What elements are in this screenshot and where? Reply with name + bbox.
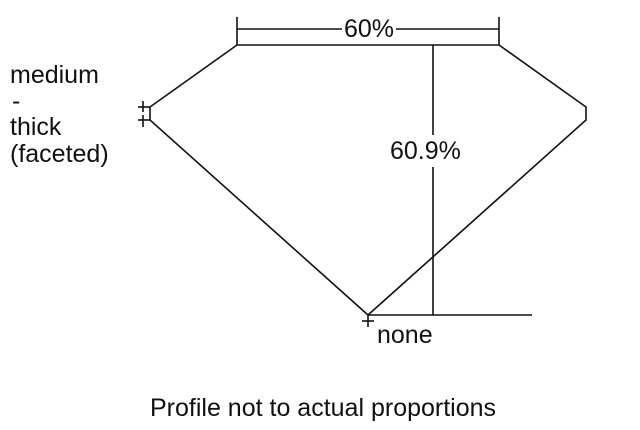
culet-label: none [377,321,433,349]
depth-percent-label: 60.9% [388,135,463,167]
girdle-label-line-3: thick [10,113,62,141]
girdle-label-line-4: (faceted) [10,140,109,168]
footnote: Profile not to actual proportions [150,394,497,422]
girdle-label-line-1: medium [10,61,99,89]
table-percent-label: 60% [342,15,397,43]
girdle-label-line-2: - [12,87,21,115]
diamond-outline [149,44,587,317]
